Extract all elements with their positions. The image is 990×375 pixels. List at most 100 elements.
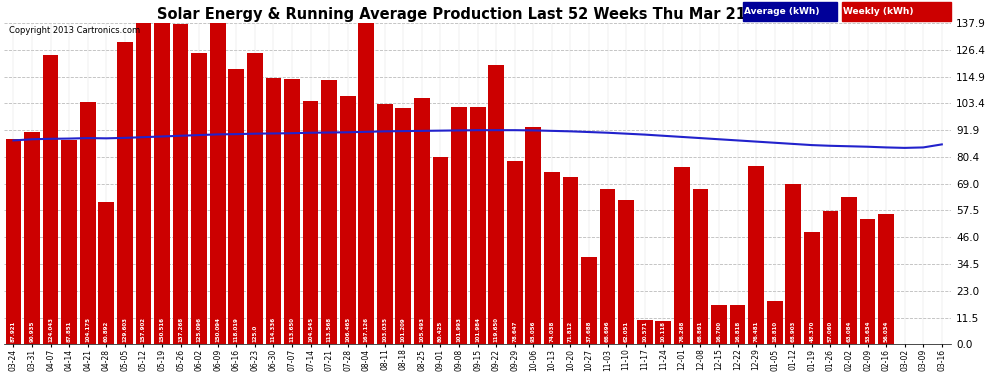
- Bar: [767, 301, 783, 344]
- Bar: [785, 184, 801, 344]
- Bar: [358, 0, 374, 344]
- Text: 63.084: 63.084: [846, 321, 851, 342]
- Bar: [469, 106, 485, 344]
- Text: 37.688: 37.688: [586, 321, 592, 342]
- Text: 157.902: 157.902: [141, 317, 146, 342]
- Text: 118.019: 118.019: [234, 317, 239, 342]
- Text: 105.493: 105.493: [420, 317, 425, 342]
- Bar: [433, 157, 448, 344]
- Text: 125.0: 125.0: [252, 325, 257, 342]
- Bar: [136, 0, 151, 344]
- Bar: [507, 161, 523, 344]
- Text: 137.268: 137.268: [178, 317, 183, 342]
- Text: 71.812: 71.812: [568, 321, 573, 342]
- Bar: [303, 101, 319, 344]
- Text: 103.035: 103.035: [382, 317, 387, 342]
- Text: 113.650: 113.650: [289, 317, 294, 342]
- Bar: [859, 219, 875, 344]
- Text: Copyright 2013 Cartronics.com: Copyright 2013 Cartronics.com: [9, 26, 140, 35]
- Text: 18.810: 18.810: [772, 321, 777, 342]
- Text: 10.118: 10.118: [660, 321, 666, 342]
- Bar: [247, 53, 262, 344]
- Bar: [265, 78, 281, 344]
- Bar: [562, 177, 578, 344]
- Bar: [637, 320, 652, 344]
- Text: 124.043: 124.043: [49, 317, 53, 342]
- Text: 106.465: 106.465: [346, 317, 350, 342]
- Text: 57.060: 57.060: [828, 321, 833, 342]
- Text: 167.126: 167.126: [363, 317, 368, 342]
- Bar: [600, 189, 616, 344]
- Bar: [742, 2, 838, 21]
- Bar: [6, 140, 22, 344]
- Bar: [693, 189, 708, 344]
- Bar: [711, 306, 727, 344]
- Text: 76.268: 76.268: [679, 321, 684, 342]
- Text: 53.634: 53.634: [865, 321, 870, 342]
- Text: 113.568: 113.568: [327, 317, 332, 342]
- Bar: [730, 305, 745, 344]
- Text: 87.851: 87.851: [66, 321, 71, 342]
- Bar: [674, 166, 690, 344]
- Bar: [24, 132, 40, 344]
- Text: 66.696: 66.696: [605, 321, 610, 342]
- Text: 48.370: 48.370: [810, 321, 815, 342]
- Text: 125.096: 125.096: [197, 317, 202, 342]
- Bar: [229, 69, 245, 344]
- Bar: [804, 232, 820, 344]
- Bar: [80, 102, 96, 344]
- Bar: [823, 211, 839, 344]
- Text: 101.993: 101.993: [456, 317, 461, 342]
- Text: 62.051: 62.051: [624, 321, 629, 342]
- Bar: [117, 42, 133, 344]
- Text: Weekly (kWh): Weekly (kWh): [843, 7, 914, 16]
- Text: 16.818: 16.818: [735, 321, 741, 342]
- Bar: [655, 321, 671, 344]
- Text: Average (kWh): Average (kWh): [743, 7, 819, 16]
- Bar: [544, 172, 559, 344]
- Bar: [748, 166, 764, 344]
- Bar: [172, 24, 188, 344]
- Text: 101.984: 101.984: [475, 317, 480, 342]
- Text: 104.175: 104.175: [85, 317, 90, 342]
- Text: 114.336: 114.336: [271, 317, 276, 342]
- Bar: [526, 128, 542, 344]
- Text: 93.056: 93.056: [531, 321, 536, 342]
- Text: 10.571: 10.571: [643, 321, 647, 342]
- Text: 66.861: 66.861: [698, 321, 703, 342]
- Bar: [321, 80, 337, 344]
- Bar: [377, 104, 393, 344]
- Text: 76.481: 76.481: [753, 321, 758, 342]
- Text: 129.603: 129.603: [123, 317, 128, 342]
- Bar: [842, 197, 857, 344]
- Text: 119.650: 119.650: [494, 317, 499, 342]
- Bar: [619, 200, 634, 344]
- Bar: [395, 108, 411, 344]
- Bar: [98, 202, 114, 344]
- Title: Solar Energy & Running Average Production Last 52 Weeks Thu Mar 21 07:02: Solar Energy & Running Average Productio…: [157, 7, 798, 22]
- Bar: [340, 96, 355, 344]
- Text: 90.935: 90.935: [30, 321, 35, 342]
- Bar: [284, 80, 300, 344]
- Bar: [154, 0, 170, 344]
- Bar: [581, 256, 597, 344]
- Bar: [414, 99, 430, 344]
- Text: 16.700: 16.700: [717, 321, 722, 342]
- Text: 74.038: 74.038: [549, 321, 554, 342]
- Bar: [191, 53, 207, 344]
- Bar: [842, 2, 951, 21]
- Text: 60.892: 60.892: [104, 321, 109, 342]
- Text: 101.209: 101.209: [401, 317, 406, 342]
- Bar: [210, 0, 226, 344]
- Text: 68.903: 68.903: [791, 321, 796, 342]
- Text: 80.425: 80.425: [438, 321, 443, 342]
- Text: 104.545: 104.545: [308, 317, 313, 342]
- Bar: [488, 66, 504, 344]
- Text: 78.647: 78.647: [512, 321, 517, 342]
- Text: 56.034: 56.034: [884, 321, 889, 342]
- Text: 87.921: 87.921: [11, 321, 16, 342]
- Text: 150.094: 150.094: [215, 317, 220, 342]
- Bar: [43, 55, 58, 344]
- Bar: [451, 106, 467, 344]
- Bar: [61, 140, 77, 344]
